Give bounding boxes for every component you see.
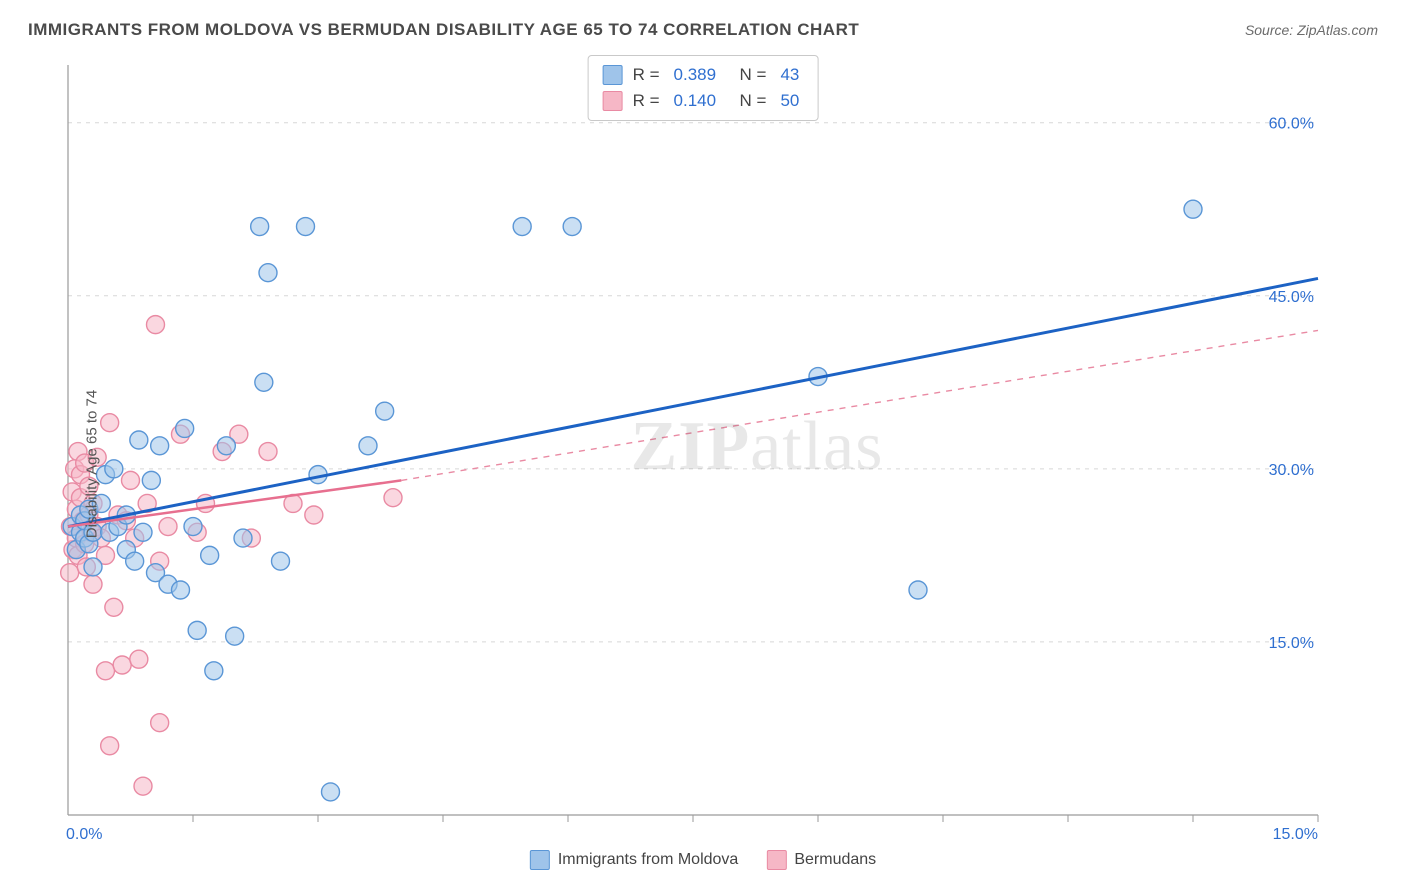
scatter-chart: 15.0% 30.0% 45.0% 60.0% 0.0% 15.0%	[28, 55, 1328, 845]
legend-swatch-bermudans	[766, 850, 786, 870]
legend-r-value-2: 0.140	[674, 88, 717, 114]
legend-r-value-1: 0.389	[674, 62, 717, 88]
legend-item-moldova: Immigrants from Moldova	[530, 850, 739, 870]
legend-stats-row-1: R = 0.389 N = 43	[603, 62, 804, 88]
legend-label-moldova: Immigrants from Moldova	[558, 851, 739, 869]
chart-area: Disability Age 65 to 74 R = 0.389 N = 43…	[28, 55, 1378, 872]
page-title: IMMIGRANTS FROM MOLDOVA VS BERMUDAN DISA…	[28, 20, 859, 40]
source-link[interactable]: ZipAtlas.com	[1297, 22, 1378, 38]
legend-n-label-1: N =	[730, 62, 766, 88]
svg-text:0.0%: 0.0%	[66, 826, 102, 843]
svg-text:30.0%: 30.0%	[1269, 462, 1314, 479]
source-label: Source:	[1245, 22, 1297, 38]
svg-text:15.0%: 15.0%	[1273, 826, 1318, 843]
legend-stats-row-2: R = 0.140 N = 50	[603, 88, 804, 114]
header: IMMIGRANTS FROM MOLDOVA VS BERMUDAN DISA…	[0, 0, 1406, 50]
svg-text:45.0%: 45.0%	[1269, 289, 1314, 306]
legend-n-value-1: 43	[780, 62, 799, 88]
legend-n-label-2: N =	[730, 88, 766, 114]
legend-series: Immigrants from Moldova Bermudans	[530, 850, 876, 870]
legend-swatch-pink	[603, 91, 623, 111]
legend-item-bermudans: Bermudans	[766, 850, 876, 870]
legend-swatch-moldova	[530, 850, 550, 870]
legend-r-label-2: R =	[633, 88, 660, 114]
legend-n-value-2: 50	[780, 88, 799, 114]
legend-swatch-blue	[603, 65, 623, 85]
legend-label-bermudans: Bermudans	[794, 851, 876, 869]
legend-r-label-1: R =	[633, 62, 660, 88]
svg-text:15.0%: 15.0%	[1269, 635, 1314, 652]
svg-text:60.0%: 60.0%	[1269, 116, 1314, 133]
source: Source: ZipAtlas.com	[1245, 22, 1378, 38]
y-axis-label: Disability Age 65 to 74	[84, 389, 101, 537]
legend-stats: R = 0.389 N = 43 R = 0.140 N = 50	[588, 55, 819, 121]
